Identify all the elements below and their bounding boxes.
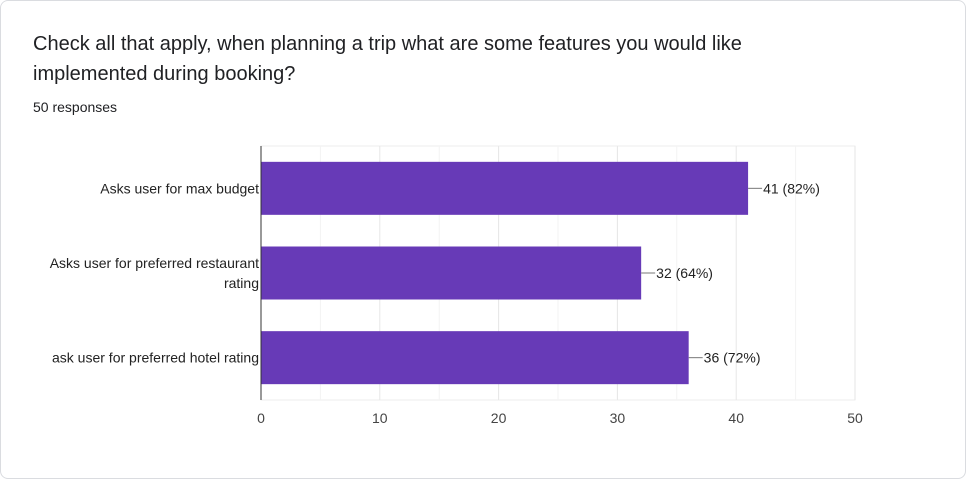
bar xyxy=(261,246,642,300)
data-label: 32 (64%) xyxy=(656,265,713,281)
response-count: 50 responses xyxy=(33,99,118,115)
x-tick-label: 50 xyxy=(847,410,863,426)
x-tick-label: 10 xyxy=(372,410,388,426)
category-label: Asks user for preferred restaurant xyxy=(50,255,259,271)
bar xyxy=(261,331,689,385)
data-label: 36 (72%) xyxy=(704,350,761,366)
category-label: rating xyxy=(224,275,259,291)
question-title: Check all that apply, when planning a tr… xyxy=(33,29,853,89)
question-title-line-2: implemented during booking? xyxy=(33,63,296,85)
x-tick-label: 20 xyxy=(491,410,507,426)
x-tick-label: 0 xyxy=(257,410,265,426)
category-label: Asks user for max budget xyxy=(100,180,259,196)
category-label: ask user for preferred hotel rating xyxy=(52,350,259,366)
x-tick-label: 30 xyxy=(610,410,626,426)
question-title-line-1: Check all that apply, when planning a tr… xyxy=(33,33,742,55)
x-tick-label: 40 xyxy=(728,410,744,426)
bar xyxy=(261,161,749,215)
data-label: 41 (82%) xyxy=(763,180,820,196)
